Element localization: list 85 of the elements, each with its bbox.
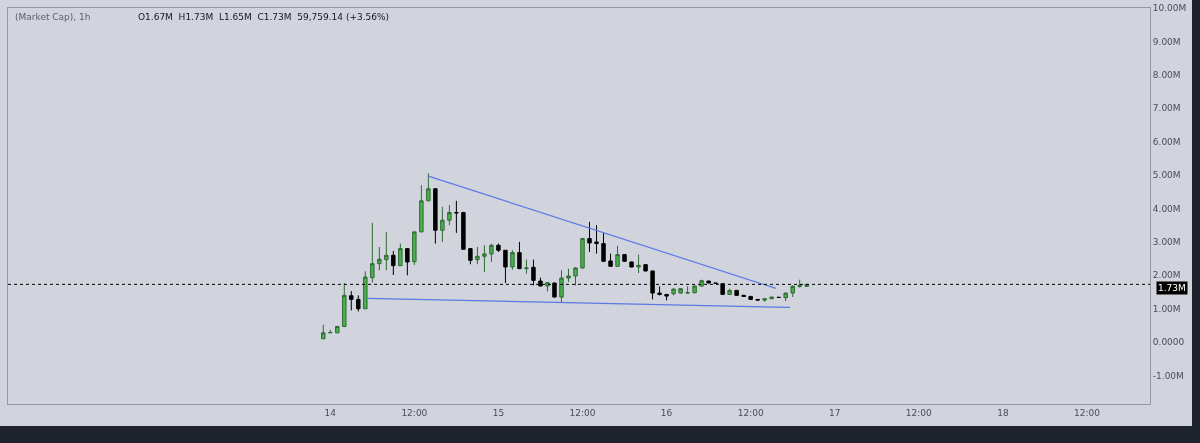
candlestick bbox=[496, 243, 501, 253]
y-tick-label: 3.00M bbox=[1152, 237, 1181, 248]
candlestick bbox=[622, 253, 627, 263]
x-tick-label: 18 bbox=[997, 407, 1009, 418]
candlestick bbox=[762, 297, 767, 303]
candlestick bbox=[601, 232, 606, 263]
candlestick bbox=[426, 172, 431, 202]
candlestick bbox=[517, 241, 522, 270]
x-tick-label: 12:00 bbox=[569, 407, 596, 418]
candlestick bbox=[580, 237, 585, 270]
y-tick-label: 7.00M bbox=[1152, 103, 1181, 114]
candlestick bbox=[335, 325, 340, 334]
candlestick bbox=[727, 288, 732, 296]
candlestick bbox=[685, 285, 690, 294]
candlestick bbox=[545, 281, 550, 292]
candlestick bbox=[363, 270, 368, 310]
candlestick bbox=[678, 287, 683, 295]
candlestick bbox=[573, 266, 578, 286]
candlestick bbox=[433, 187, 438, 245]
candlestick bbox=[671, 288, 676, 296]
x-tick-label: 14 bbox=[324, 407, 337, 418]
candlestick bbox=[594, 224, 599, 255]
candlestick bbox=[475, 246, 480, 265]
candlestick bbox=[454, 200, 459, 234]
candlestick bbox=[587, 221, 592, 253]
candlestick bbox=[657, 285, 662, 296]
candlestick bbox=[664, 293, 669, 301]
x-tick-label: 15 bbox=[492, 407, 505, 418]
candlestick bbox=[391, 250, 396, 276]
candlestick bbox=[699, 279, 704, 287]
candlestick bbox=[412, 231, 417, 266]
candlestick bbox=[629, 261, 634, 268]
candlestick bbox=[783, 292, 788, 302]
candlestick bbox=[377, 246, 382, 271]
y-tick-label: -1.00M bbox=[1152, 370, 1184, 381]
candlestick bbox=[461, 211, 466, 251]
candlestick bbox=[636, 254, 641, 274]
candlestick bbox=[755, 298, 760, 301]
candlestick bbox=[559, 269, 564, 303]
candlestick bbox=[419, 184, 424, 233]
candlestick bbox=[342, 282, 347, 327]
candlestick bbox=[440, 206, 445, 243]
candlestick bbox=[482, 244, 487, 273]
candlestick bbox=[615, 245, 620, 268]
y-tick-label: 9.00M bbox=[1152, 36, 1181, 47]
candlestick bbox=[447, 204, 452, 226]
candlestick bbox=[468, 247, 473, 265]
y-tick-label: 10.00M bbox=[1152, 3, 1187, 14]
y-tick-label: 2.00M bbox=[1152, 270, 1181, 281]
candlestick bbox=[692, 285, 697, 294]
y-tick-label: 8.00M bbox=[1152, 69, 1181, 80]
candlestick bbox=[510, 249, 515, 271]
candlestick bbox=[790, 284, 795, 298]
x-tick-label: 12:00 bbox=[1073, 407, 1101, 418]
candlestick bbox=[356, 294, 361, 312]
candlestick bbox=[566, 268, 571, 283]
candlestick bbox=[643, 263, 648, 272]
candlestick bbox=[398, 243, 403, 267]
candlestick bbox=[608, 253, 613, 268]
candlestick bbox=[405, 247, 410, 276]
candlestick bbox=[748, 295, 753, 301]
candlestick bbox=[370, 222, 375, 284]
annotation: O1.67M H1.73M L1.65M C1.73M 59,759.14 (+3.56%) bbox=[138, 12, 390, 22]
candlestick bbox=[321, 324, 326, 340]
y-tick-label: 0.0000 bbox=[1152, 337, 1185, 348]
x-tick-label: 12:00 bbox=[401, 407, 428, 418]
y-tick-label: 4.00M bbox=[1152, 203, 1181, 214]
candlestick bbox=[349, 290, 354, 311]
candlestick bbox=[741, 294, 746, 298]
candlestick bbox=[384, 231, 389, 271]
x-tick-label: 17 bbox=[828, 407, 841, 418]
annotation: (Market Cap), 1h bbox=[15, 12, 91, 22]
candlestick bbox=[734, 289, 739, 297]
x-tick-label: 12:00 bbox=[737, 407, 764, 418]
y-tick-label: 1.00M bbox=[1152, 303, 1181, 314]
candlestick bbox=[797, 279, 802, 289]
candlestick bbox=[503, 249, 508, 284]
y-tick-label: 6.00M bbox=[1152, 136, 1181, 147]
candlestick bbox=[524, 259, 529, 275]
ref-line-label: 1.73M bbox=[1158, 283, 1186, 293]
candlestick bbox=[769, 296, 774, 300]
y-tick-label: 5.00M bbox=[1152, 170, 1181, 181]
x-tick-label: 16 bbox=[660, 407, 673, 418]
x-tick-label: 12:00 bbox=[905, 407, 933, 418]
candlestick bbox=[489, 243, 494, 263]
